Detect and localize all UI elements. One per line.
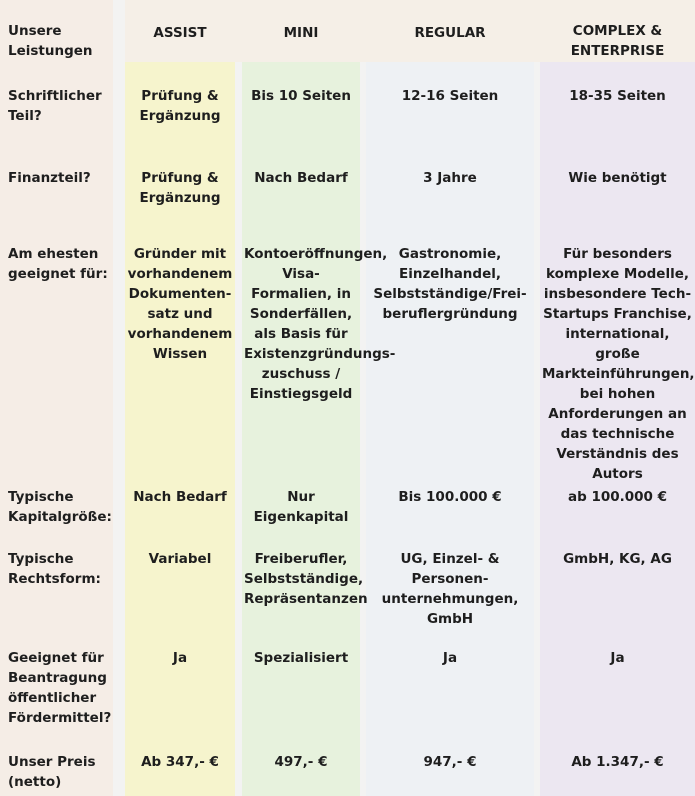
column-header: REGULAR xyxy=(414,25,486,41)
table-cell: Variabel xyxy=(148,551,212,567)
table-cell: Prüfung & Ergänzung xyxy=(139,170,221,206)
table-cell: 12-16 Seiten xyxy=(401,88,499,104)
table-cell: 497,- € xyxy=(274,754,328,770)
table-cell: GmbH, KG, AG xyxy=(563,551,672,567)
row-label: Finanzteil? xyxy=(8,170,91,186)
table-cell: Ja xyxy=(610,650,625,666)
table-cell: Für besonders komplexe Modelle, insbeson… xyxy=(542,246,695,482)
row-label: Typische Rechtsform: xyxy=(8,551,101,587)
table-cell: 947,- € xyxy=(423,754,477,770)
table-cell: Prüfung & Ergänzung xyxy=(139,88,221,124)
header-label: Unsere Leistungen xyxy=(8,23,93,59)
header-row-bg xyxy=(125,0,695,62)
table-cell: Freiberufler, Selbstständige, Repräsenta… xyxy=(244,551,368,607)
label-column-bg xyxy=(0,0,113,796)
regular-column-bg xyxy=(366,0,534,796)
row-label: Geeignet für Beantragung öffentlicher Fö… xyxy=(8,650,112,726)
table-cell: Kontoeröffnungen, Visa-Formalien, in Son… xyxy=(244,246,396,402)
table-cell: Ja xyxy=(172,650,188,666)
table-cell: Ab 1.347,- € xyxy=(571,754,664,770)
column-header: MINI xyxy=(283,25,319,41)
table-cell: Nur Eigenkapital xyxy=(253,489,349,525)
table-cell: Spezialisiert xyxy=(253,650,349,666)
assist-column-bg xyxy=(125,0,235,796)
row-label: Typische Kapitalgröße: xyxy=(8,489,112,525)
complex-column-bg xyxy=(540,0,695,796)
table-cell: Nach Bedarf xyxy=(254,170,348,186)
table-cell: Gründer mit vorhandenem Dokumenten-satz … xyxy=(127,246,233,362)
table-cell: 3 Jahre xyxy=(423,170,477,186)
column-header: COMPLEX & ENTERPRISE xyxy=(570,23,665,59)
table-cell: 18-35 Seiten xyxy=(569,88,666,104)
row-label: Unser Preis (netto) xyxy=(8,754,96,790)
table-cell: Ja xyxy=(442,650,458,666)
table-cell: Bis 10 Seiten xyxy=(251,88,351,104)
row-label: Am ehesten geeignet für: xyxy=(8,246,108,282)
table-cell: Bis 100.000 € xyxy=(398,489,502,505)
row-label: Schriftlicher Teil? xyxy=(8,88,102,124)
table-cell: Gastronomie, Einzelhandel, Selbstständig… xyxy=(373,246,527,322)
table-cell: ab 100.000 € xyxy=(567,489,668,505)
table-cell: Nach Bedarf xyxy=(133,489,227,505)
table-cell: Wie benötigt xyxy=(568,170,667,186)
column-header: ASSIST xyxy=(153,25,207,41)
table-cell: UG, Einzel- & Personen-unternehmungen, G… xyxy=(381,551,519,627)
mini-column-bg xyxy=(242,0,360,796)
table-cell: Ab 347,- € xyxy=(141,754,219,770)
